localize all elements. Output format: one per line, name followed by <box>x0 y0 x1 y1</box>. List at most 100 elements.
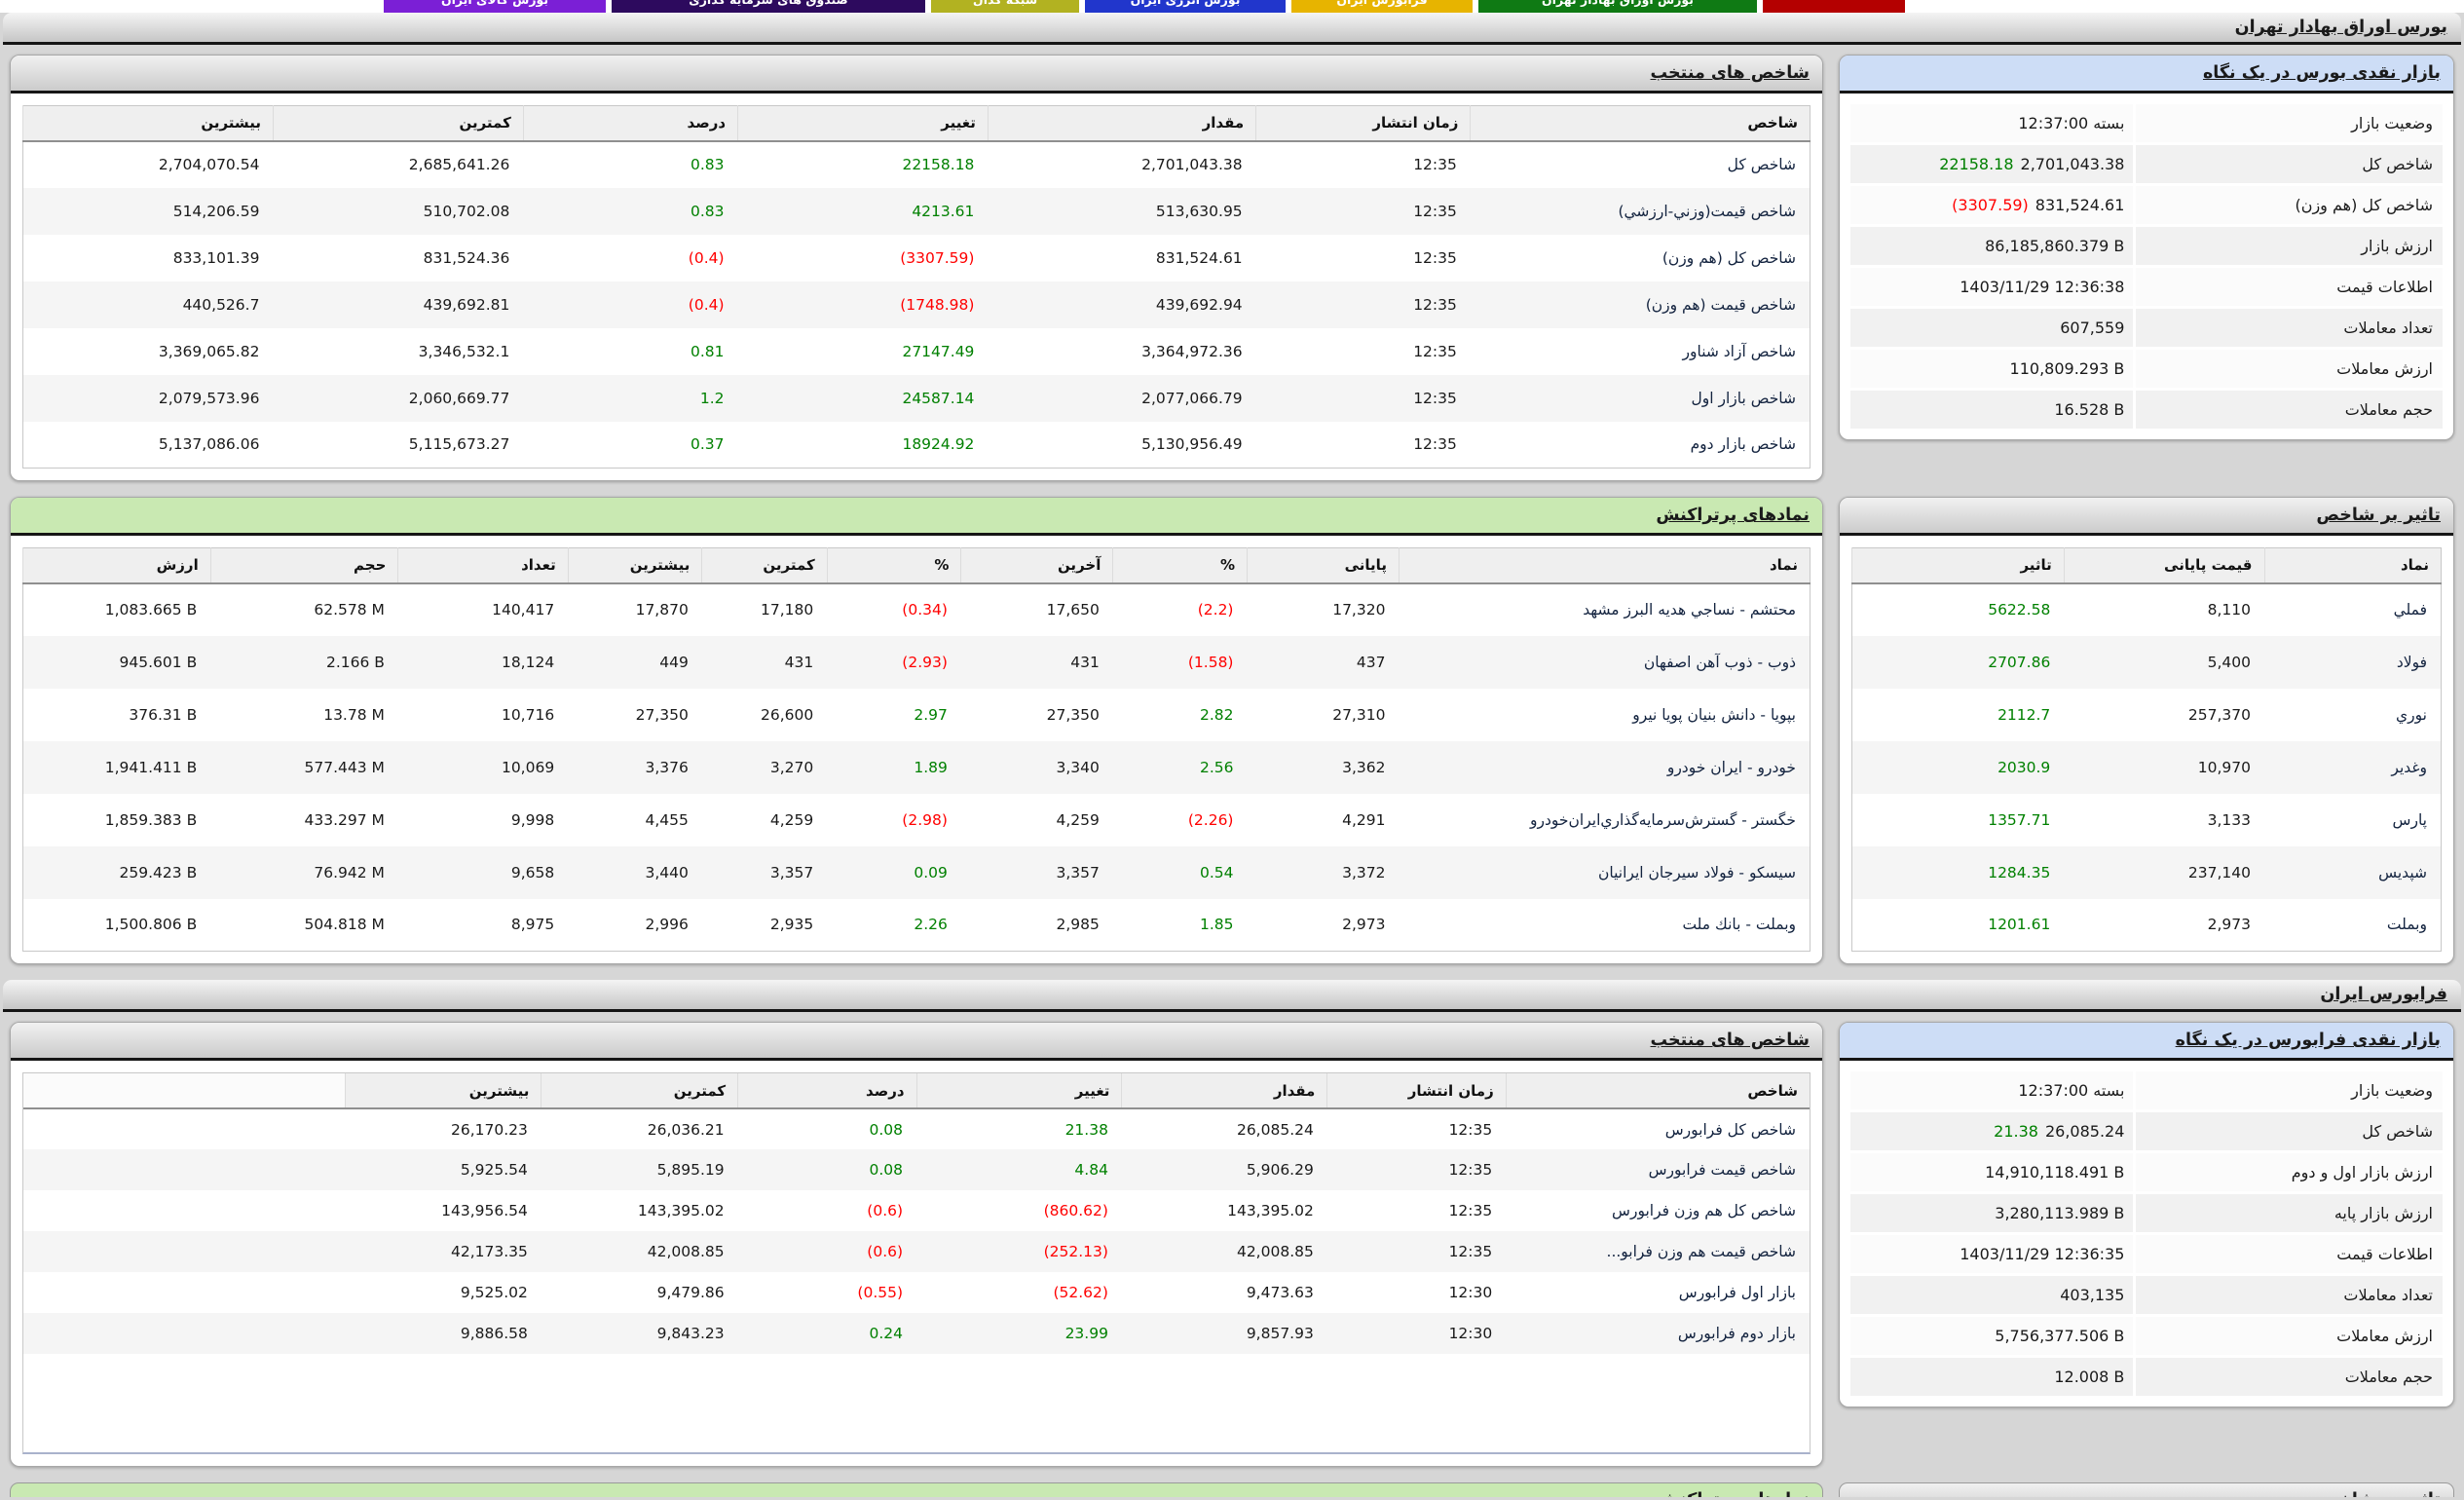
col-header-last-percent[interactable]: % <box>826 547 961 584</box>
cell-value: 1,083.665 B <box>104 601 198 619</box>
col-header-close-price[interactable]: قیمت پایانی <box>2063 547 2264 584</box>
col-header-count[interactable]: تعداد <box>397 547 569 584</box>
cell-high: 26,170.23 <box>451 1120 528 1139</box>
col-header-change[interactable]: تغییر <box>915 1073 1122 1109</box>
cell-publish-time: 12:35 <box>1413 248 1457 267</box>
index-name-link[interactable]: شاخص کل فرابورس <box>1664 1120 1796 1139</box>
col-header-value[interactable]: ارزش <box>22 547 211 584</box>
glance-label: ارزش معاملات <box>2136 350 2443 388</box>
cell-impact: 1201.61 <box>1988 916 2051 934</box>
col-header-high[interactable]: بیشترین <box>22 105 274 142</box>
col-header-close-percent[interactable]: % <box>1112 547 1248 584</box>
symbol-link[interactable]: وبملت <box>2386 916 2427 934</box>
cell-high: 3,376 <box>568 740 702 794</box>
symbol-link[interactable]: ذوب - ذوب آهن اصفهان <box>1643 653 1796 671</box>
nav-tab[interactable]: بورس اوراق بهادار تهران <box>1478 0 1757 13</box>
col-header-percent[interactable]: درصد <box>522 105 738 142</box>
nav-tab[interactable]: بورس کالای ایران <box>384 0 606 13</box>
col-header-impact[interactable]: تاثیر <box>1851 547 2065 584</box>
index-name-link[interactable]: شاخص آزاد شناور <box>1682 342 1797 360</box>
col-header-index[interactable]: شاخص <box>1470 105 1811 142</box>
ifb-impact-cut-header: تاثیر بر شاخص <box>1839 1482 2454 1497</box>
cell-symbol: محتشم - نساجي هديه البرز مشهد <box>1399 583 1810 636</box>
nav-tab[interactable] <box>1763 0 1905 13</box>
symbol-link[interactable]: محتشم - نساجي هديه البرز مشهد <box>1583 601 1796 619</box>
nav-tab[interactable]: شبکه کدال <box>931 0 1079 13</box>
cell-blank <box>23 1313 346 1354</box>
cell-last-percent: (2.93) <box>827 635 961 689</box>
cell-percent: (0.6) <box>867 1202 904 1219</box>
symbol-link[interactable]: نوري <box>2396 705 2427 724</box>
active-symbol-row: بپویا - دانش بنیان پویا نیرو 27,310 2.82… <box>23 689 1811 741</box>
symbol-link[interactable]: خودرو - ایران خودرو <box>1666 758 1796 776</box>
col-header-low[interactable]: کمترین <box>272 105 524 142</box>
ifb-active-cut-title: نمادهای پرتراکنش <box>11 1483 1822 1497</box>
col-header-percent[interactable]: درصد <box>737 1073 917 1109</box>
nav-tab-label: بورس اوراق بهادار تهران <box>1542 0 1694 7</box>
index-name-link[interactable]: شاخص قیمت(وزني-ارزشي) <box>1618 202 1796 220</box>
symbol-link[interactable]: فولاد <box>2396 653 2427 671</box>
index-name-link[interactable]: شاخص قیمت هم وزن فرابو... <box>1606 1243 1796 1260</box>
cell-percent: (0.4) <box>688 248 725 267</box>
cell-last: 431 <box>960 635 1113 689</box>
col-header-value[interactable]: مقدار <box>987 105 1256 142</box>
symbol-link[interactable]: بپویا - دانش بنیان پویا نیرو <box>1632 705 1796 724</box>
col-header-symbol[interactable]: نماد <box>2263 547 2442 584</box>
col-header-symbol[interactable]: نماد <box>1398 547 1811 584</box>
cell-blank <box>23 1190 346 1231</box>
ifb-section-title-text: فرابورس ایران <box>2320 985 2447 1004</box>
index-name-link[interactable]: شاخص بازار اول <box>1691 389 1796 407</box>
glance-row: حجم معاملات 12.008 B <box>1850 1358 2443 1396</box>
col-header-value[interactable]: مقدار <box>1121 1073 1327 1109</box>
glance-value: 12.008 B <box>1850 1358 2134 1396</box>
index-name-link[interactable]: بازار اول فرابورس <box>1678 1284 1796 1301</box>
symbol-link[interactable]: پارس <box>2392 810 2427 829</box>
active-symbol-row: خودرو - ایران خودرو 3,362 2.56 3,340 1.8… <box>22 740 1811 794</box>
cell-volume: 504.818 M <box>304 916 385 934</box>
cell-low: 831,524.36 <box>423 248 510 267</box>
cell-index-name: شاخص کل فرابورس <box>1506 1108 1810 1149</box>
nav-tab[interactable]: بورس انرژی ایران <box>1085 0 1286 13</box>
ifb-glance-column: بازار نقدی فرابورس در یک نگاه وضعیت بازا… <box>1839 1022 2454 1407</box>
cell-value: 439,692.94 <box>988 281 1256 328</box>
col-header-low[interactable]: کمترین <box>541 1073 738 1109</box>
col-header-high[interactable]: بیشترین <box>344 1073 541 1109</box>
cell-low: 439,692.81 <box>273 281 524 328</box>
symbol-link[interactable]: وغدیر <box>2391 758 2427 776</box>
index-name-link[interactable]: شاخص کل هم وزن فرابورس <box>1612 1202 1796 1219</box>
cell-change: 22158.18 <box>902 156 975 173</box>
cell-blank <box>23 1231 346 1272</box>
tse-indices-panel: شاخص های منتخب شاخص زمان انتشار مقدار تغ… <box>10 55 1823 481</box>
cell-change: 27147.49 <box>902 342 975 360</box>
nav-tab[interactable]: فرابورس ایران <box>1291 0 1473 13</box>
glance-value-main: بسته 12:37:00 <box>2018 114 2125 132</box>
col-header-publish-time[interactable]: زمان انتشار <box>1255 105 1471 142</box>
cell-volume: 2.166 B <box>210 635 398 689</box>
col-header-publish-time[interactable]: زمان انتشار <box>1326 1073 1507 1109</box>
cell-impact: 2112.7 <box>1997 705 2051 724</box>
symbol-link[interactable]: وبملت - بانك ملت <box>1682 916 1796 934</box>
col-header-high[interactable]: بیشترین <box>567 547 702 584</box>
index-name-link[interactable]: شاخص قیمت (هم وزن) <box>1645 295 1796 314</box>
index-name-link[interactable]: شاخص قیمت فرابورس <box>1648 1161 1796 1179</box>
cell-blank <box>23 1108 346 1149</box>
cell-low: 26,036.21 <box>647 1120 725 1139</box>
cell-change: (252.13) <box>916 1231 1122 1272</box>
col-header-volume[interactable]: حجم <box>209 547 398 584</box>
symbol-link[interactable]: شپدیس <box>2378 863 2427 881</box>
col-header-low[interactable]: کمترین <box>701 547 828 584</box>
nav-tab[interactable]: صندوق های سرمایه گذاری <box>612 0 925 13</box>
col-header-index[interactable]: شاخص <box>1505 1073 1810 1109</box>
index-name-link[interactable]: شاخص کل (هم وزن) <box>1661 248 1796 267</box>
symbol-link[interactable]: فملي <box>2393 601 2427 619</box>
index-name-link[interactable]: شاخص بازار دوم <box>1690 435 1796 454</box>
col-header-close[interactable]: پایانی <box>1246 547 1400 584</box>
index-name-link[interactable]: بازار دوم فرابورس <box>1677 1325 1796 1342</box>
index-name-link[interactable]: شاخص کل <box>1727 156 1796 173</box>
active-symbol-row: وبملت - بانك ملت 2,973 1.85 2,985 2.26 2… <box>23 899 1811 952</box>
tse-indices-table: شاخص زمان انتشار مقدار تغییر درصد کمترین… <box>22 105 1811 469</box>
symbol-link[interactable]: خگستر - گسترش‌سرمایه‌گذاري‌ایران‌خودرو <box>1530 810 1796 829</box>
col-header-change[interactable]: تغییر <box>737 105 989 142</box>
symbol-link[interactable]: سیسکو - فولاد سیرجان ایرانیان <box>1598 863 1796 881</box>
col-header-last[interactable]: آخرین <box>960 547 1113 584</box>
